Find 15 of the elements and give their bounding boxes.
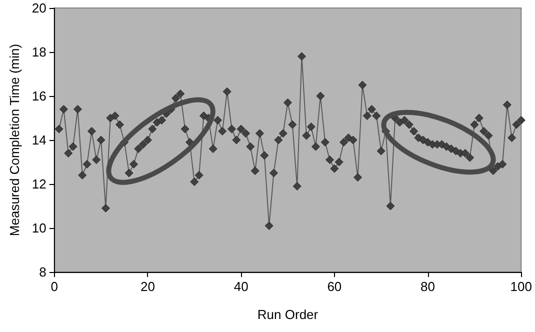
y-tick-label: 8: [39, 264, 46, 280]
x-tick-label: 20: [140, 279, 155, 294]
y-tick-label: 14: [32, 132, 46, 148]
y-tick-label: 10: [32, 220, 46, 236]
x-tick-label: 80: [420, 279, 436, 294]
y-axis-title: Measured Completion Time (min): [7, 44, 22, 236]
y-tick-label: 16: [32, 88, 46, 104]
y-tick-label: 18: [32, 44, 46, 60]
y-tick-label: 12: [32, 176, 46, 192]
x-axis-title: Run Order: [257, 307, 319, 322]
y-tick-label: 20: [32, 0, 46, 16]
x-tick-label: 40: [234, 279, 248, 294]
x-tick-label: 0: [50, 279, 58, 294]
x-tick-label: 60: [327, 279, 342, 294]
x-tick-label: 100: [510, 279, 532, 294]
